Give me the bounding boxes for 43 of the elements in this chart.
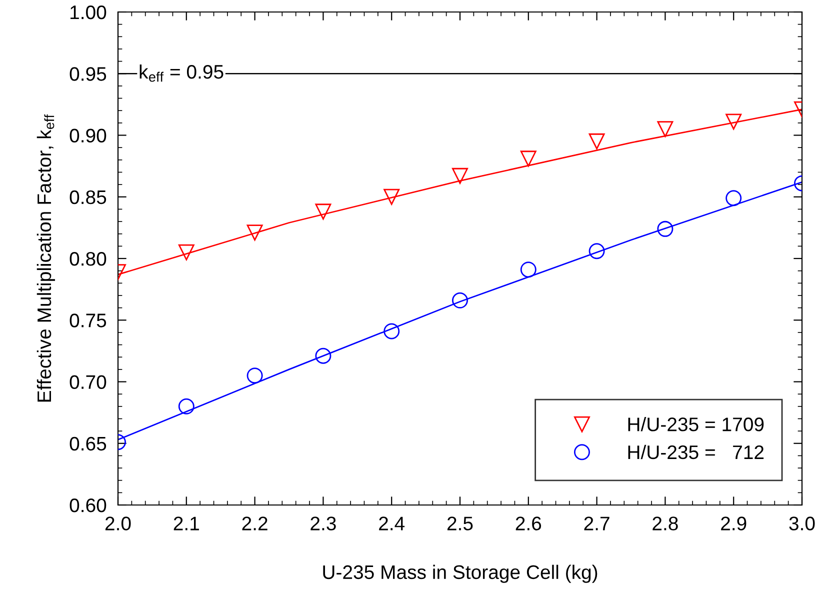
point [178, 398, 194, 414]
y-tick-label: 0.60 [70, 498, 106, 512]
x-tick-label: 2.7 [584, 516, 610, 530]
point [246, 224, 263, 241]
point [657, 220, 674, 237]
point [452, 292, 468, 308]
y-tick-label: 0.95 [70, 67, 106, 81]
x-tick-label: 3.0 [789, 516, 815, 530]
point [588, 243, 605, 260]
x-tick-label: 2.6 [516, 516, 542, 530]
legend-label: H/U-235 = 712 [628, 444, 764, 460]
y-axis-title: Effective Multiplication Factor, k$_{eff}$ [36, 114, 56, 402]
x-tick-label: 2.2 [242, 516, 268, 530]
point [384, 323, 400, 340]
x-axis-title: U-235 Mass in Storage Cell (kg) [323, 564, 598, 583]
point [520, 262, 536, 278]
point [452, 168, 468, 184]
x-tick-label: 2.0 [105, 516, 131, 530]
x-tick-label: 2.1 [174, 516, 199, 530]
x-tick-label: 2.8 [652, 516, 678, 530]
point [315, 348, 332, 364]
y-tick-label: 0.70 [70, 375, 106, 389]
point [246, 368, 263, 384]
point [520, 150, 536, 167]
y-tick-label: 1.00 [70, 5, 106, 20]
y-tick-label: 0.80 [70, 252, 106, 266]
x-tick-label: 2.5 [447, 516, 473, 530]
point [657, 121, 674, 138]
x-tick-label: 2.4 [379, 516, 405, 530]
point [588, 133, 605, 150]
point [384, 188, 400, 205]
y-tick-label: 0.85 [70, 190, 106, 204]
y-tick-label: 0.75 [70, 314, 106, 328]
point [726, 190, 742, 206]
y-tick-label: 0.65 [70, 436, 106, 451]
x-tick-label: 2.9 [721, 516, 746, 530]
point [726, 114, 742, 130]
y-tick-label: 0.90 [70, 128, 106, 142]
point [315, 204, 332, 220]
legend-label: H/U-235 = 1709 [628, 417, 764, 432]
ref-line-label: k$_{eff}$ = 0.95 [140, 64, 224, 82]
x-tick-label: 2.3 [310, 516, 336, 530]
point [178, 244, 194, 260]
